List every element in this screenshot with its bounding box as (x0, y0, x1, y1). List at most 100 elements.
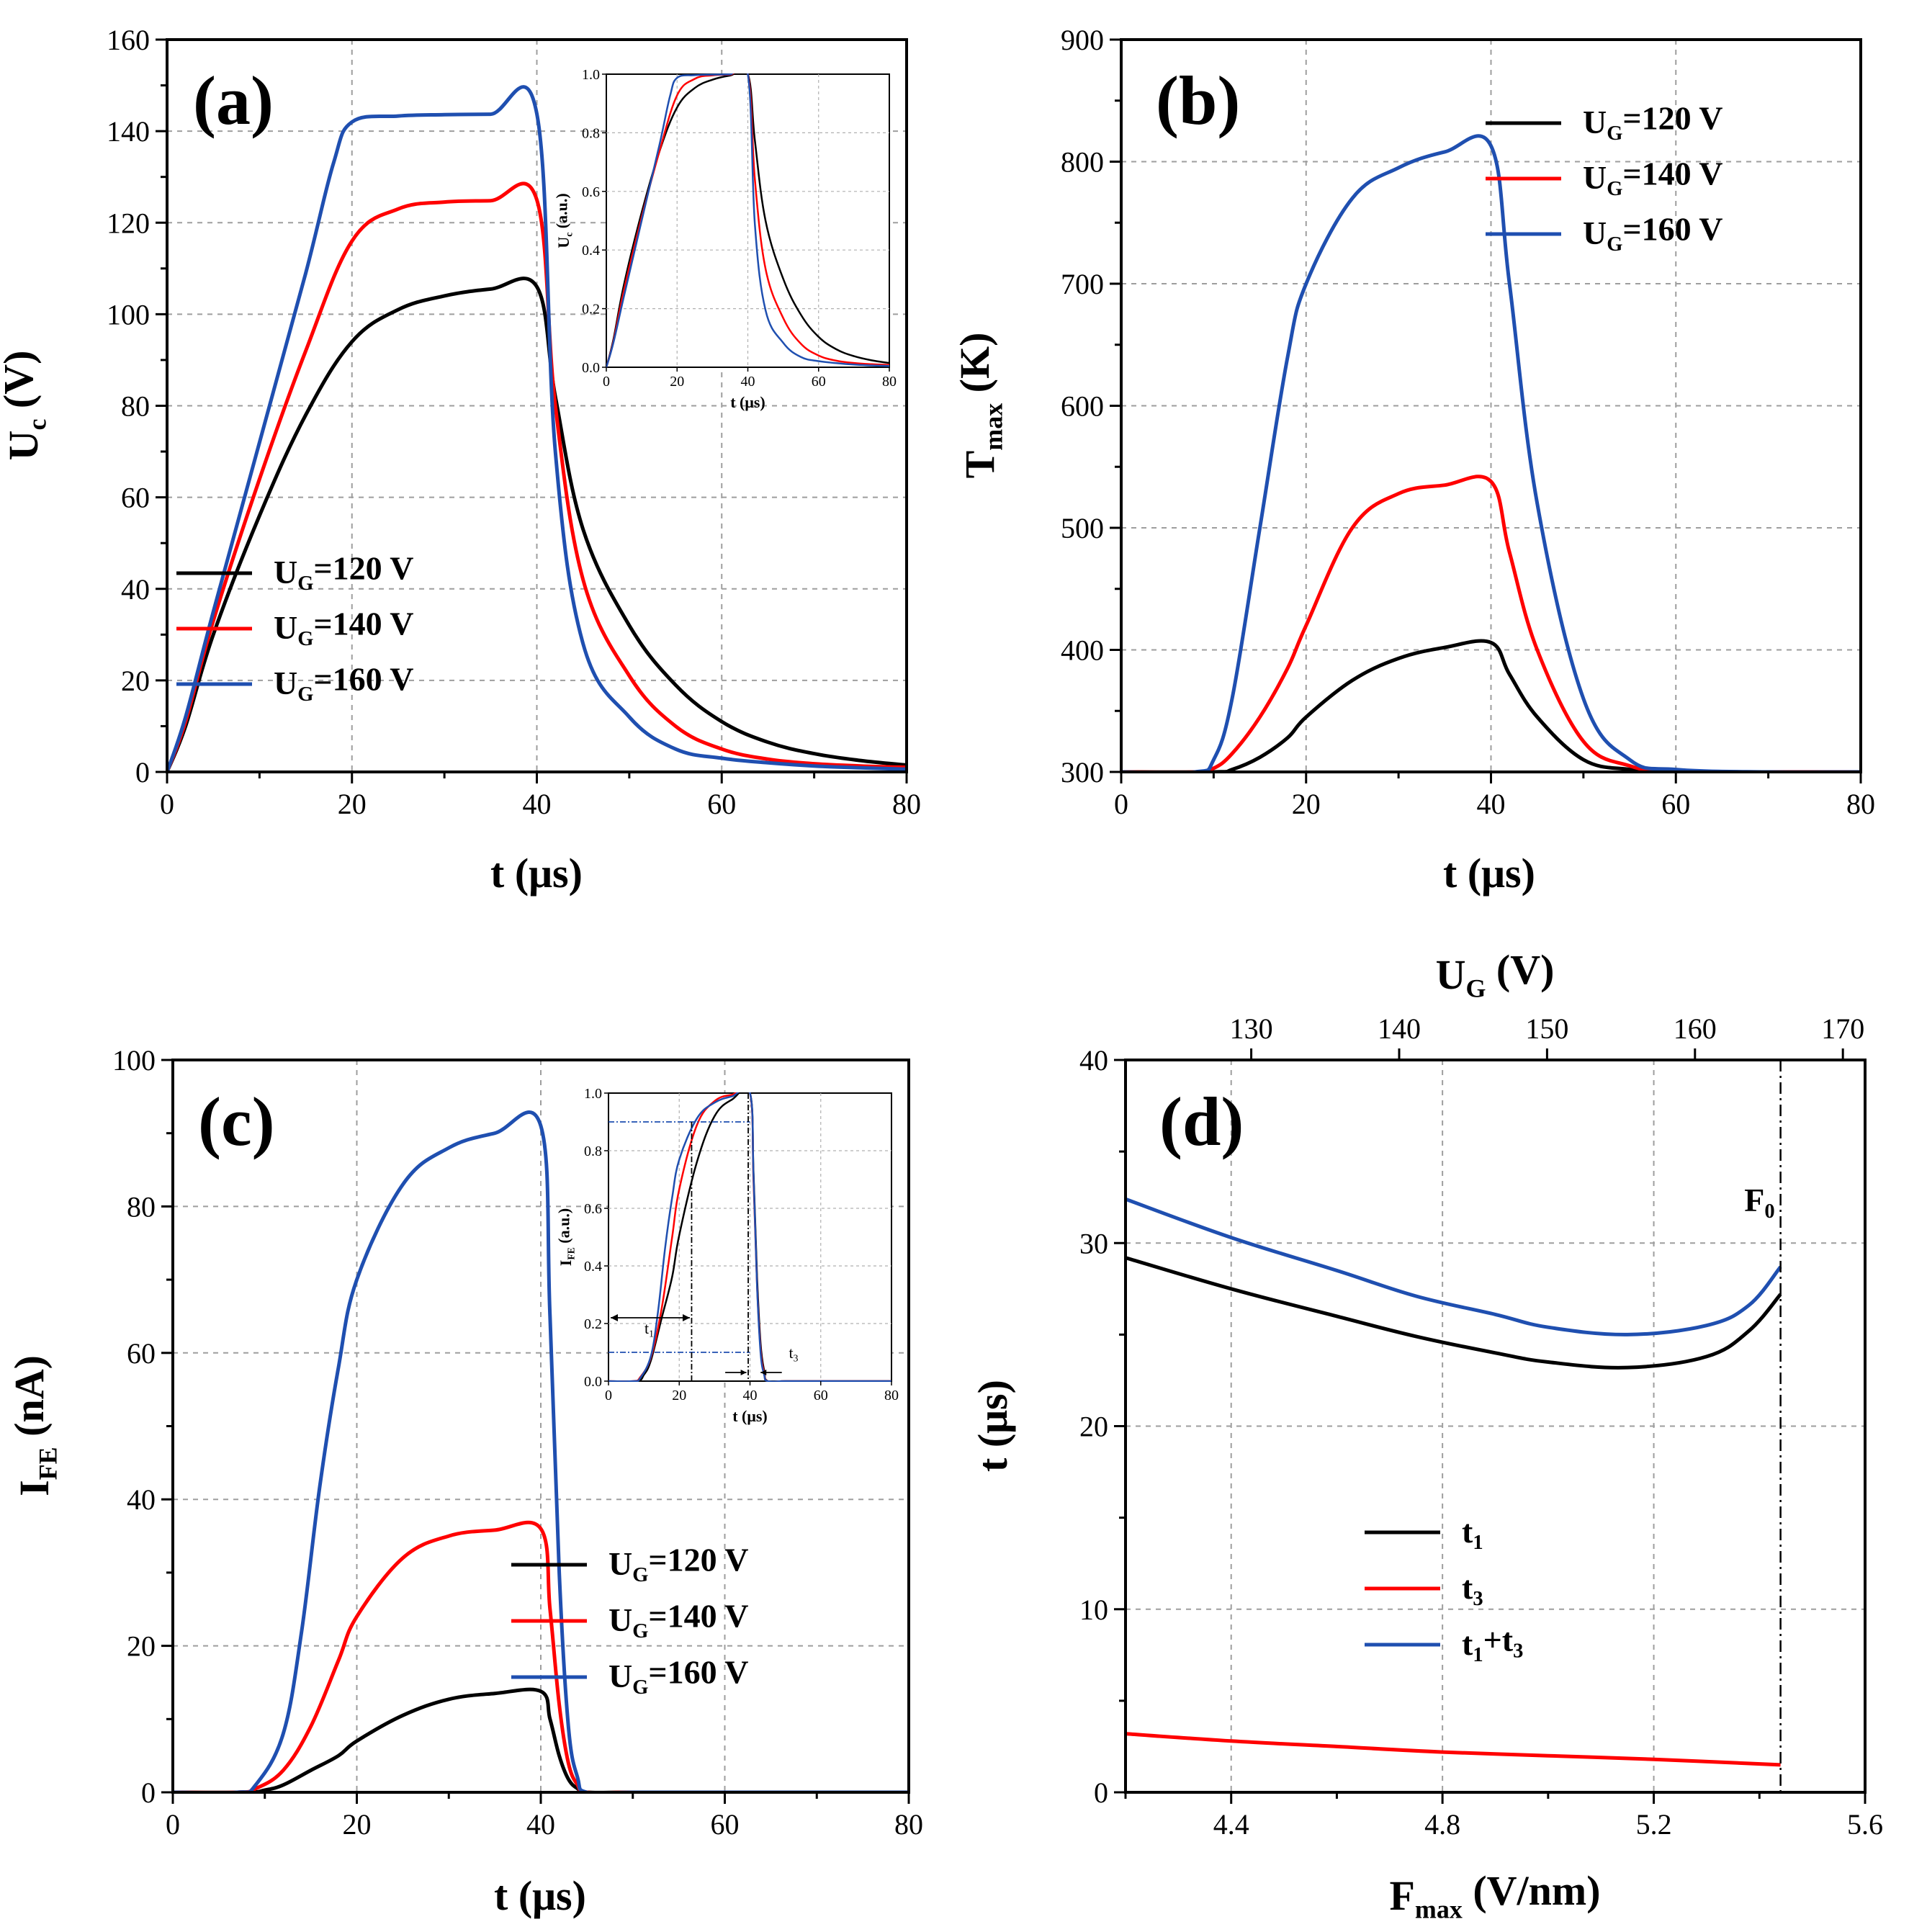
inset-y-tick-label: 0.0 (584, 1374, 602, 1390)
top-x-tick-label: 160 (1674, 1012, 1717, 1045)
x-tick-label: 0 (166, 1808, 180, 1841)
inset-y-tick-label: 0.2 (582, 302, 600, 318)
legend-entry: UG=120 V (608, 1541, 749, 1586)
y-tick-label: 20 (1079, 1411, 1108, 1443)
inset-y-tick-label: 0.4 (584, 1259, 602, 1275)
top-x-tick-label: 140 (1378, 1012, 1421, 1045)
series-line-t1-t3 (1126, 1197, 1782, 1336)
y-tick-label: 80 (127, 1190, 156, 1223)
legend-entry: UG=160 V (274, 660, 414, 706)
top-x-axis-title: UG (V) (1436, 946, 1555, 1003)
inset-series-line (606, 73, 889, 368)
legend-entry: UG=140 V (1583, 155, 1723, 200)
x-tick-label: 4.8 (1424, 1808, 1460, 1841)
x-tick-label: 80 (892, 788, 921, 820)
inset-t3-label: t3 (789, 1344, 799, 1363)
f0-label: F0 (1744, 1182, 1774, 1223)
inset-arrowhead (611, 1314, 618, 1321)
inset-x-tick-label: 40 (741, 374, 755, 390)
x-tick-label: 40 (1477, 788, 1506, 820)
inset-x-tick-label: 20 (670, 374, 684, 390)
y-tick-label: 40 (127, 1483, 156, 1516)
legend-entry: UG=160 V (1583, 210, 1723, 256)
series-line-ug-140-v (167, 181, 907, 773)
inset-x-tick-label: 60 (814, 1388, 828, 1403)
inset-x-tick-label: 80 (884, 1388, 899, 1403)
inset-arrowhead (740, 1370, 747, 1375)
x-tick-label: 5.2 (1636, 1808, 1672, 1841)
x-tick-label: 60 (711, 1808, 740, 1841)
legend-entry: t3 (1462, 1569, 1483, 1610)
top-x-tick-label: 150 (1525, 1012, 1568, 1045)
panel-label: (d) (1159, 1083, 1244, 1160)
y-tick-label: 20 (121, 665, 150, 697)
y-tick-label: 700 (1061, 268, 1104, 300)
inset-t1-label: t1 (644, 1319, 654, 1339)
inset-y-tick-label: 0.2 (584, 1316, 602, 1332)
chart-panel-a: 0 20 40 60 80 0 20 40 60 80 100 120 140 160 t (μs) Uc (… (0, 24, 921, 897)
x-axis-title: t (μs) (1443, 850, 1535, 897)
x-tick-label: 20 (1292, 788, 1321, 820)
y-tick-label: 120 (107, 207, 150, 239)
series-line-ug-120-v (167, 277, 907, 773)
inset-y-tick-label: 0.4 (582, 243, 600, 259)
y-tick-label: 60 (121, 482, 150, 514)
y-tick-label: 20 (127, 1630, 156, 1663)
y-tick-label: 500 (1061, 512, 1104, 544)
y-tick-label: 0 (135, 756, 150, 788)
y-tick-label: 10 (1079, 1594, 1108, 1626)
inset-arrowhead (682, 1314, 690, 1321)
inset-y-tick-label: 0.6 (584, 1201, 602, 1217)
y-tick-label: 300 (1061, 756, 1104, 788)
panel-label: (b) (1156, 62, 1240, 139)
legend-entry: t1 (1462, 1513, 1483, 1554)
legend-entry: UG=140 V (608, 1597, 749, 1643)
y-tick-label: 800 (1061, 146, 1104, 179)
inset-y-tick-label: 0.8 (584, 1144, 602, 1159)
x-axis-title: t (μs) (490, 850, 583, 897)
series-line-ug-160-v (167, 85, 907, 773)
x-tick-label: 60 (707, 788, 736, 820)
series-line-t3 (1126, 1732, 1781, 1767)
legend-entry: UG=160 V (608, 1653, 749, 1699)
x-tick-label: 0 (1114, 788, 1128, 820)
inset-y-tick-label: 0.6 (582, 184, 600, 200)
x-tick-label: 40 (526, 1808, 555, 1841)
series-line-ug-140-v (1121, 475, 1861, 773)
y-tick-label: 140 (107, 115, 150, 148)
x-axis-title: Fmax (V/nm) (1389, 1867, 1600, 1924)
inset-x-axis-title: t (μs) (730, 393, 765, 411)
chart-panel-c: 0 20 40 60 80 0 20 40 60 80 100 t (μs) IFE (nA) (c) UG… (6, 1044, 923, 1919)
inset-series-line (608, 1092, 891, 1382)
legend-entry: UG=120 V (1583, 99, 1723, 145)
chart-panel-b: 0 20 40 60 80 300 400 500 600 700 800 900 t (μs) Tmax… (951, 24, 1875, 897)
x-tick-label: 80 (894, 1808, 923, 1841)
top-x-tick-label: 130 (1230, 1012, 1273, 1045)
inset-x-tick-label: 80 (882, 374, 897, 390)
inset-y-axis-title: IFE (a.u.) (554, 1208, 576, 1266)
x-tick-label: 40 (523, 788, 552, 820)
x-tick-label: 4.4 (1213, 1808, 1249, 1841)
inset-y-tick-label: 1.0 (582, 67, 600, 83)
legend-entry: t1+t3 (1462, 1621, 1523, 1666)
y-tick-label: 30 (1079, 1227, 1108, 1259)
inset-y-tick-label: 0.0 (582, 360, 600, 376)
legend-entry: UG=140 V (274, 605, 414, 650)
inset-x-axis-title: t (μs) (732, 1407, 768, 1425)
inset-y-tick-label: 0.8 (582, 125, 600, 141)
x-tick-label: 20 (343, 1808, 372, 1841)
y-tick-label: 100 (107, 298, 150, 331)
y-tick-label: 80 (121, 390, 150, 423)
panel-label: (a) (193, 62, 274, 139)
x-tick-label: 80 (1846, 788, 1875, 820)
y-tick-label: 40 (121, 573, 150, 606)
y-tick-label: 900 (1061, 24, 1104, 56)
y-tick-label: 400 (1061, 634, 1104, 667)
inset-x-tick-label: 20 (672, 1388, 686, 1403)
y-axis-title: Uc (V) (0, 351, 52, 461)
x-tick-label: 0 (160, 788, 174, 820)
inset-x-tick-label: 0 (603, 374, 610, 390)
y-tick-label: 160 (107, 24, 150, 56)
panel-label: (c) (198, 1083, 275, 1160)
